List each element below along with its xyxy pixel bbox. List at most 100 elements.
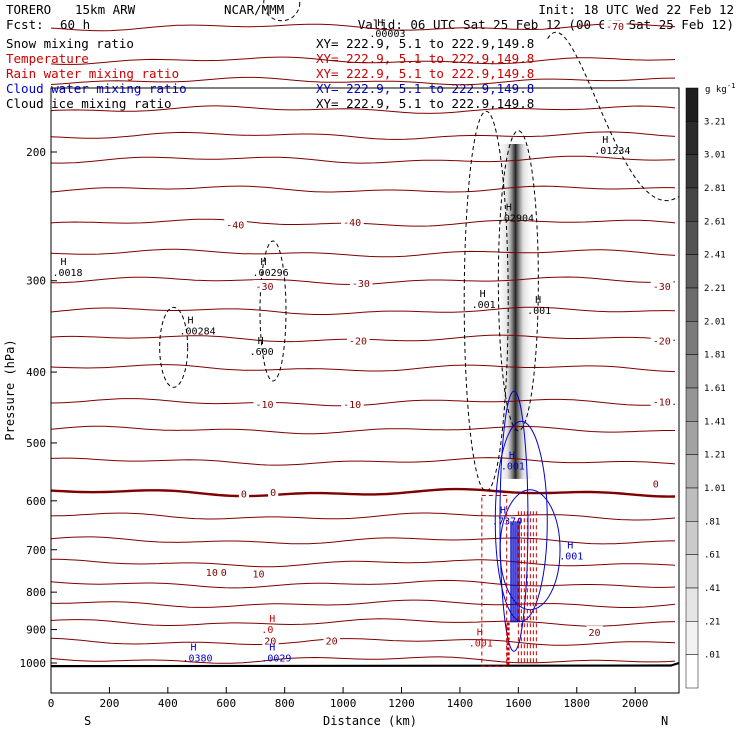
colorbar-tick-label: 2.01 xyxy=(704,317,726,327)
isotherm-label: 0 xyxy=(241,489,247,500)
colorbar-swatch xyxy=(685,521,699,555)
colorbar-swatch xyxy=(685,421,699,455)
high-marker: H xyxy=(269,643,275,654)
forecast-hour: 60 h xyxy=(60,17,90,32)
legend-field-range: XY= 222.9, 5.1 to 222.9,149.8 xyxy=(316,96,534,111)
colorbar-tick-label: .81 xyxy=(704,517,720,527)
isotherm-line xyxy=(50,425,675,435)
contour-label-bg xyxy=(603,20,627,33)
contour-label-bg xyxy=(253,398,277,411)
isotherm-line xyxy=(50,76,675,86)
y-tick-label: 900 xyxy=(26,624,46,637)
isotherm-label: -40 xyxy=(226,220,244,231)
legend-field-range: XY= 222.9, 5.1 to 222.9,149.8 xyxy=(316,66,534,81)
isotherm-label: 10 xyxy=(253,570,265,581)
colorbar-tick-label: 1.61 xyxy=(704,384,726,394)
maximum-value-label: .001 xyxy=(559,551,583,562)
mixing-ratio-contour xyxy=(159,306,189,388)
high-marker: H xyxy=(190,643,196,654)
contour-label-bg xyxy=(650,395,674,408)
isotherm-line xyxy=(50,656,676,664)
y-tick-label: 600 xyxy=(26,495,46,508)
terrain-line xyxy=(50,661,680,668)
isotherm-line xyxy=(50,457,676,466)
maximum-value-label: .001 xyxy=(469,639,493,650)
x-tick-label: 200 xyxy=(99,697,119,710)
contour-label-bg xyxy=(586,626,603,639)
isotherm-line xyxy=(50,185,676,193)
x-tick-label: 1800 xyxy=(564,697,591,710)
maximum-value-label: .00296 xyxy=(253,268,289,279)
colorbar-unit: g kg xyxy=(705,85,727,95)
field-legend: Snow mixing ratio XY= 222.9, 5.1 to 222.9… xyxy=(6,36,534,111)
colorbar-tick-label: .01 xyxy=(704,651,720,661)
contour-label-bg xyxy=(203,565,221,578)
isotherm-label: 0 xyxy=(653,480,659,491)
mixing-ratio-contour xyxy=(499,390,529,652)
x-axis-left-end: S xyxy=(84,714,91,728)
y-tick-label: 1000 xyxy=(20,657,47,670)
mixing-ratio-contour xyxy=(494,420,548,622)
x-tick-label: 1600 xyxy=(505,697,532,710)
maximum-value-label: .01234 xyxy=(594,146,630,157)
isotherm-label: -30 xyxy=(653,282,671,293)
contour-label-bg xyxy=(323,634,340,647)
isotherm-line xyxy=(50,364,676,373)
isotherm-line xyxy=(50,155,676,164)
x-axis-right-end: N xyxy=(661,714,668,728)
colorbar-swatch xyxy=(685,654,699,689)
maximum-value-label: .0 xyxy=(261,625,273,636)
colorbar-tick-label: 2.81 xyxy=(704,184,726,194)
x-tick-label: 800 xyxy=(275,697,295,710)
legend-field-name: Cloud ice mixing ratio xyxy=(6,96,172,111)
contour-label-bg xyxy=(650,334,674,347)
colorbar: 3.21 3.01 2.81 2.61 2.41 2.21 2.01 1.81 1.61 1.41… xyxy=(685,87,726,689)
maximum-value-label: .0029 xyxy=(261,654,291,665)
high-marker: H xyxy=(602,135,608,146)
colorbar-swatch xyxy=(685,254,699,289)
x-tick-label: 400 xyxy=(158,697,178,710)
x-tick-label: 0 xyxy=(48,697,55,710)
colorbar-tick-label: 3.21 xyxy=(704,117,726,127)
forecast-label: Fcst: xyxy=(6,17,44,32)
high-marker: H xyxy=(60,257,66,268)
high-marker: H xyxy=(261,257,267,268)
x-tick-label: 1200 xyxy=(388,697,415,710)
contour-label-bg xyxy=(650,477,661,490)
colorbar-unit-exponent: -1 xyxy=(727,82,735,90)
contour-label-bg xyxy=(650,280,674,293)
legend-field-name: Snow mixing ratio xyxy=(6,36,134,51)
isotherm-line xyxy=(50,618,676,627)
model-name: TORERO xyxy=(6,2,51,17)
high-marker: H xyxy=(500,505,506,516)
colorbar-swatch xyxy=(685,121,699,155)
isotherm-line xyxy=(50,23,676,32)
maximum-value-label: .600 xyxy=(250,347,274,358)
isotherm-line xyxy=(50,512,676,521)
x-tick-label: 1400 xyxy=(447,697,474,710)
maximum-value-label: .00284 xyxy=(180,327,216,338)
maximum-value-label: .001 xyxy=(527,306,551,317)
high-marker: H xyxy=(535,295,541,306)
isotherm-line xyxy=(50,131,676,140)
contour-label-bg xyxy=(262,634,279,647)
colorbar-swatch xyxy=(685,87,699,122)
contour-label-bg xyxy=(346,334,370,347)
colorbar-tick-label: .21 xyxy=(704,617,720,627)
x-tick-label: 2000 xyxy=(622,697,649,710)
y-tick-label: 200 xyxy=(26,146,46,159)
isotherm-label: -10 xyxy=(343,400,361,411)
maximum-value-label: .0018 xyxy=(52,268,82,279)
isotherm-line xyxy=(50,536,675,545)
mixing-ratio-contour xyxy=(259,240,287,382)
colorbar-swatch xyxy=(685,321,699,355)
y-tick-label: 500 xyxy=(26,437,46,450)
contour-labels: -79.88-70-40-40-30-30-30-20-20-10-10-100… xyxy=(203,20,674,648)
high-marker: H xyxy=(188,316,194,327)
maximum-value-label: .0380 xyxy=(182,654,212,665)
isotherm-line xyxy=(50,105,676,114)
isotherm-line xyxy=(50,599,676,608)
colorbar-swatch xyxy=(685,287,699,322)
init-time: Init: 18 UTC Wed 22 Feb 12 xyxy=(538,2,734,17)
